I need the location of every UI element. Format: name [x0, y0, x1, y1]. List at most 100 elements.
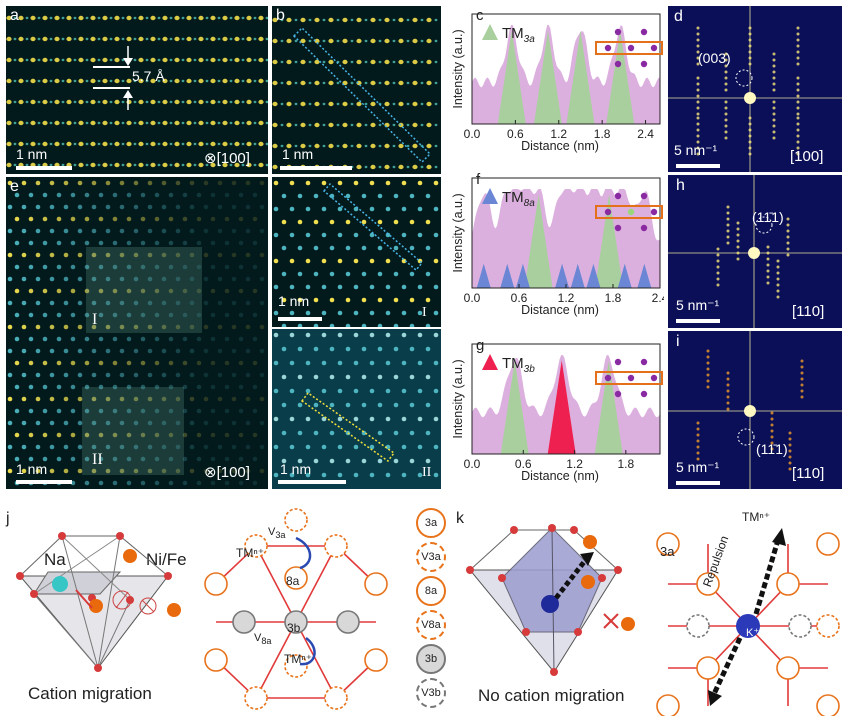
xtick-label-f-4: 2.4 — [652, 291, 664, 305]
schematic-j: j Na Ni/Fe Cation migration V3a TMⁿ⁺ 8a … — [0, 496, 420, 720]
species-title-c: TM3a — [502, 25, 535, 45]
zone-axis-d: [100] — [790, 148, 824, 165]
scale-bar-a — [16, 166, 72, 170]
xtick-label-g-1: 0.6 — [515, 457, 532, 471]
inset-atom-c-2 — [604, 44, 612, 52]
caption-k: No cation migration — [478, 686, 625, 705]
site-j-3b — [284, 610, 308, 634]
panel-label-e: e — [10, 178, 19, 195]
legend-label-4: 3b — [424, 653, 438, 665]
peak-green-f-1 — [595, 194, 624, 288]
legend-label-2: 8a — [424, 585, 438, 597]
panel-label-g: g — [476, 337, 484, 354]
inset-atom-f-5 — [614, 224, 622, 232]
site-k-4 — [696, 572, 720, 596]
plot-frame-g — [471, 343, 661, 455]
bond-j-3 — [295, 621, 337, 699]
tm-migrate-bottom: TMⁿ⁺ — [284, 652, 313, 666]
inset-atom-g-2 — [604, 374, 612, 382]
inset-atom-g-0 — [614, 358, 622, 366]
inset-atom-g-6 — [640, 390, 648, 398]
tm-label-k: TMⁿ⁺ — [742, 510, 771, 524]
site-legend: 3a V3a 8a V8a 3b V3b — [408, 500, 452, 710]
legend-label-5: V3b — [421, 687, 441, 699]
xtick-label-c-4: 2.4 — [637, 127, 654, 141]
profile-area-f — [472, 189, 660, 288]
site-k-1 — [816, 532, 840, 556]
spot-index-h: (11̄1) — [752, 209, 784, 225]
scale-bar-region-II — [278, 480, 346, 484]
peak-red-g-0 — [547, 360, 576, 454]
xtick-label-f-2: 1.2 — [558, 291, 575, 305]
bond-j-0 — [255, 545, 297, 623]
xtick-label-g-2: 1.2 — [566, 457, 583, 471]
xtick-label-c-0: 0.0 — [464, 127, 481, 141]
legend-item-1: V3a — [416, 542, 446, 572]
xtick-label-g-0: 0.0 — [464, 457, 481, 471]
inset-atom-g-1 — [640, 358, 648, 366]
site-label-3b-j: 3b — [287, 621, 301, 635]
scale-bar-e — [16, 480, 72, 484]
legend-item-5: V3b — [416, 678, 446, 708]
xlabel-f: Distance (nm) — [521, 303, 599, 317]
tm-migrate-top: TMⁿ⁺ — [236, 546, 265, 560]
peak-blue-f-7 — [637, 263, 652, 288]
site-j-9 — [284, 654, 308, 678]
repulsion-arrow-down — [711, 636, 743, 696]
repulsion-arrowhead-up — [772, 528, 786, 546]
k-ion-site — [736, 614, 760, 638]
zone-axis-h: [110] — [792, 303, 825, 320]
panel-label-i: i — [676, 333, 680, 350]
site-j-1 — [364, 572, 388, 596]
atom-grid-region-I — [273, 180, 439, 327]
inset-atom-f-0 — [614, 192, 622, 200]
zone-axis-e: ⊗[100] — [204, 464, 250, 481]
inset-atom-f-1 — [640, 192, 648, 200]
scale-bar-d — [676, 164, 720, 168]
xtick-label-f-0: 0.0 — [464, 291, 481, 305]
region-box-I — [86, 247, 202, 333]
zone-axis-i: [110] — [792, 465, 825, 482]
site-network-k — [656, 528, 840, 716]
site-k-3 — [816, 694, 840, 716]
site-j-5 — [324, 534, 348, 558]
polyhedron-j — [16, 532, 181, 672]
xtick-label-c-1: 0.6 — [507, 127, 524, 141]
stem-image-b: b 1 nm — [272, 6, 441, 174]
inset-atom-c-1 — [640, 28, 648, 36]
peak-blue-f-3 — [555, 263, 570, 288]
site-k-7 — [776, 656, 800, 680]
v3a-site-label: V3a — [268, 526, 286, 541]
panel-label-c: c — [476, 7, 484, 24]
bond-j-2 — [255, 621, 297, 699]
fft-spots-d — [668, 6, 842, 172]
repulsion-arrowhead-down — [708, 690, 722, 706]
fft-pattern-h: h (11̄1) 5 nm⁻¹ [110] — [668, 175, 842, 328]
scale-bar-region-I — [278, 317, 322, 321]
v8a-site-label: V8a — [254, 632, 272, 647]
site-j-8a — [284, 566, 308, 590]
site-k-9 — [788, 614, 812, 638]
scale-label-d: 5 nm⁻¹ — [674, 142, 718, 158]
line-profile-charts: 0.0 0.6 1.2 1.8 2.4 Distance (nm) Intensity (a… — [451, 7, 664, 483]
site-j-0 — [204, 572, 228, 596]
site-label-8a: 8a — [286, 574, 300, 588]
xtick-label-f-1: 0.6 — [511, 291, 528, 305]
atom-grid-e — [7, 180, 265, 486]
k-ion-label: K⁺ — [746, 627, 760, 639]
ylabel-c: Intensity (a.u.) — [451, 29, 465, 108]
stem-image-e: e I II 1 nm ⊗[100] — [6, 177, 268, 489]
legend-label-0: 3a — [424, 517, 438, 529]
region-tag-I: I — [422, 305, 427, 320]
stem-image-region-I: 1 nm I — [272, 177, 441, 327]
scale-label-region-I: 1 nm — [278, 293, 310, 309]
fft-pattern-i: i (11̄1) 5 nm⁻¹ [110] — [668, 331, 842, 489]
migration-arrow-bottom — [299, 636, 316, 666]
spot-index-i: (11̄1) — [756, 441, 788, 457]
fft-spots-i — [668, 331, 842, 489]
xlabel-g: Distance (nm) — [521, 469, 599, 483]
peak-green-f-0 — [524, 194, 553, 288]
scale-label-region-II: 1 nm — [280, 461, 312, 477]
scale-bar-b — [280, 166, 352, 170]
inset-atom-c-0 — [614, 28, 622, 36]
